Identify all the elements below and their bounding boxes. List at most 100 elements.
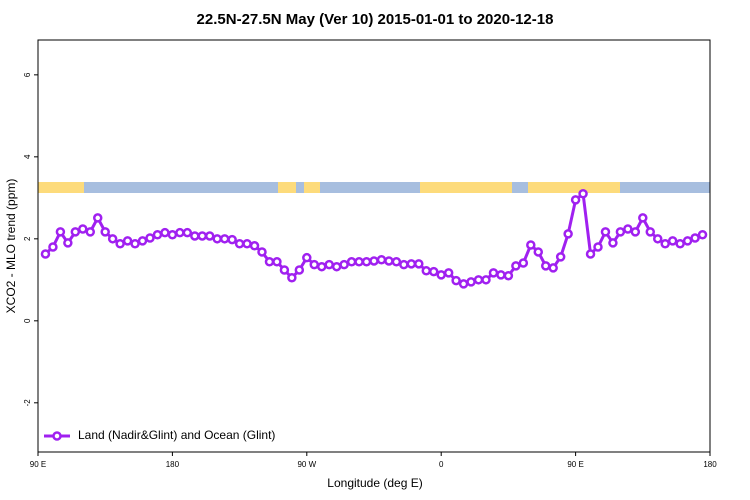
data-point [376,254,387,265]
data-point [324,259,334,270]
data-point [399,259,409,270]
data-point [406,259,417,269]
data-point [40,249,51,259]
data-point [652,234,663,244]
data-point [182,227,193,238]
data-point [600,227,611,237]
data-point [55,227,66,237]
data-point [48,242,58,252]
data-point [667,236,678,246]
data-point [496,270,506,280]
data-point [555,252,566,262]
data-point [391,257,402,267]
data-point [585,249,596,259]
y-tick-label: 6 [23,72,32,77]
data-point [488,268,499,278]
data-point [533,247,544,257]
data-point [675,238,685,249]
data-point [623,224,633,234]
data-point [384,256,394,266]
y-tick-label: 4 [23,154,32,159]
data-point [242,238,252,249]
chart-title: 22.5N-27.5N May (Ver 10) 2015-01-01 to 2… [197,11,554,28]
data-point [204,231,215,241]
data-point [316,261,327,272]
data-point [212,234,222,244]
map-strip [38,182,710,193]
data-point [70,227,81,237]
data-point [92,213,103,223]
data-point [630,227,641,237]
y-tick-label: -2 [23,399,32,407]
data-point [167,229,178,240]
data-point [563,229,573,239]
data-point [369,256,379,266]
data-point [339,259,349,270]
data-point [249,241,260,251]
data-point [690,233,700,243]
data-point [234,238,245,249]
data-point [481,275,491,285]
data-point [279,265,290,275]
data-point [503,270,514,281]
data-point [428,266,439,277]
data-point [346,257,357,267]
data-point [608,238,618,248]
data-point [443,268,454,278]
data-point [570,195,581,205]
data-point [638,213,648,223]
data-point [466,277,476,287]
data-point [63,238,73,248]
data-point [414,259,424,269]
data-point [160,227,170,238]
plot-frame [37,39,711,453]
x-tick-label: 0 [439,460,444,469]
data-point [518,258,529,268]
data-point [100,227,110,237]
data-point [540,261,551,271]
data-point [421,266,432,276]
data-point [272,257,282,267]
data-point [511,261,521,271]
x-tick-label: 90 E [567,460,583,469]
data-point [294,265,305,275]
data-point [122,236,133,246]
data-point [302,252,312,263]
x-tick-label: 90 E [30,460,46,469]
x-axis-label: Longitude (deg E) [327,476,422,490]
data-point [331,261,342,272]
data-point [309,259,320,270]
data-point [264,257,275,267]
data-point [219,234,230,244]
data-point [697,229,708,240]
data-point [175,227,185,238]
data-point [660,238,670,249]
data-point [645,227,656,237]
data-point [548,263,558,273]
data-point [451,275,461,286]
data-point [458,279,469,289]
legend-marker [52,431,62,441]
data-point [526,240,536,250]
y-tick-label: 0 [23,318,32,323]
data-point [287,273,297,283]
data-point [682,236,693,246]
data-point [593,242,603,252]
data-point [361,257,372,267]
data-point [152,229,163,240]
data-point [137,236,148,246]
data-point [578,188,588,199]
x-tick-label: 180 [166,460,180,469]
x-tick-label: 90 W [297,460,316,469]
data-point [615,227,626,237]
data-point [115,238,125,249]
y-axis-label: XCO2 - MLO trend (ppm) [4,179,18,314]
data-point [78,224,88,234]
data-point [257,247,267,257]
data-point [197,231,208,241]
x-tick-label: 180 [703,460,717,469]
data-point [107,234,118,244]
data-point [190,231,200,241]
data-point [85,227,96,237]
